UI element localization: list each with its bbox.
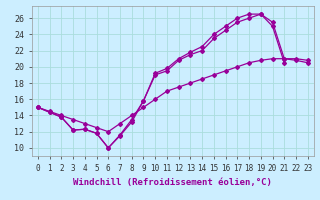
X-axis label: Windchill (Refroidissement éolien,°C): Windchill (Refroidissement éolien,°C) (73, 178, 272, 187)
